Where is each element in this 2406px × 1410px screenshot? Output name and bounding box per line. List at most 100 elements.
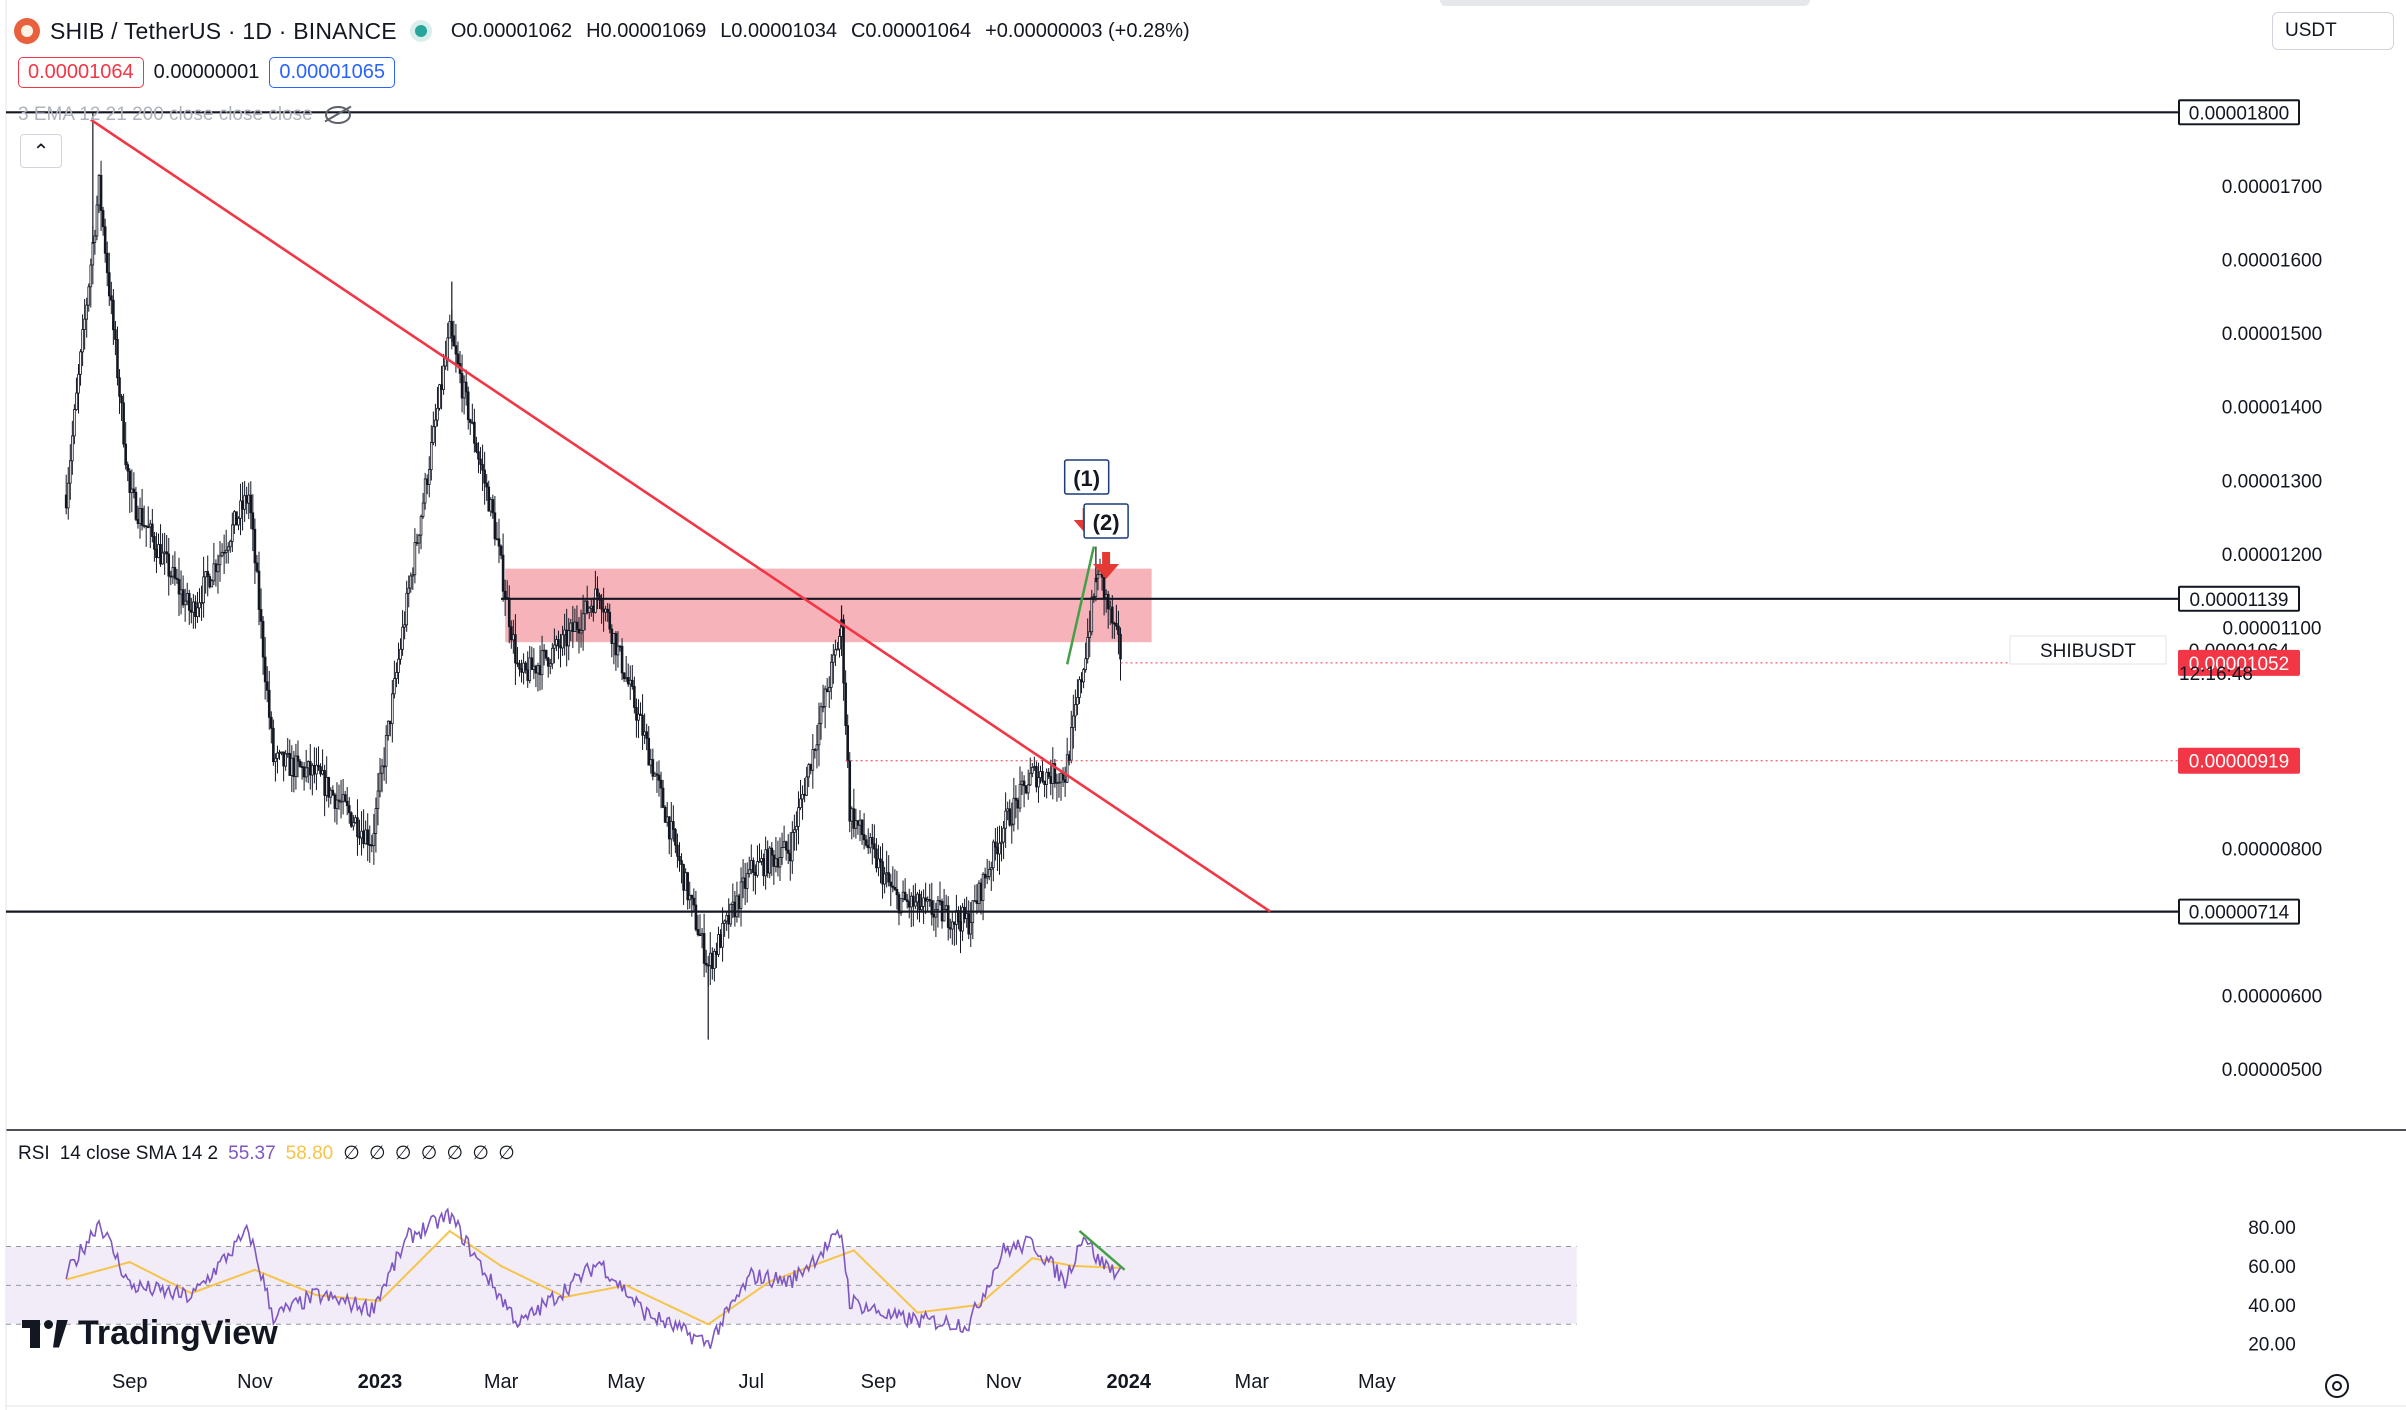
candle-body [212,563,216,582]
candle-body [948,927,952,930]
candle-body [87,286,91,306]
candle-body [1096,574,1100,579]
top-drag-tab[interactable] [1440,0,1810,6]
rsi-legend[interactable]: RSI 14 close SMA 14 2 55.37 58.80 ∅ ∅ ∅ … [18,1142,517,1165]
candle-body [680,860,683,865]
candle-body [475,442,478,453]
candle-body [77,373,80,394]
candle-body [1018,783,1022,809]
candle-body [704,962,708,966]
candle-body [553,644,556,649]
candle-body [756,861,759,876]
candle-body [122,402,125,445]
candle-body [413,542,417,576]
candle-body [140,508,144,526]
candle-body [138,508,142,524]
price-label-box [2178,747,2300,774]
annotation-box[interactable] [1063,459,1110,495]
candle-body [610,628,614,644]
candle-body [66,482,70,509]
candle-body [415,542,419,544]
candle-body [1102,576,1106,598]
candle-body [780,847,784,858]
buy-button[interactable]: 0.00001065 [269,57,396,88]
candle-body [120,395,123,404]
impulse-line[interactable] [1065,546,1096,665]
candle-body [204,571,207,578]
candle-body [563,629,566,636]
candle-body [282,751,285,767]
candle-body [315,764,318,775]
candle-body [200,602,203,605]
collapse-legend-button[interactable]: ⌃ [20,134,62,168]
candle-body [788,852,792,862]
candle-body [376,790,380,809]
candle-body [889,881,893,887]
candle-body [1010,823,1014,826]
open-value: O0.00001062 [450,19,573,42]
candle-body [899,898,903,914]
candle-body [1078,679,1081,698]
rsi-axis-tick: 80.00 [2248,1218,2296,1239]
time-axis-tick: May [607,1371,645,1393]
candle-body [782,841,786,848]
candle-body [507,598,511,628]
candle-body [770,847,774,856]
candle-body [532,665,536,670]
candle-body [206,571,210,577]
candle-body [546,657,550,667]
candle-body [276,752,279,759]
rsi-sma-value: 58.80 [285,1142,334,1164]
rsi-divergence-line[interactable] [1078,1230,1126,1271]
close-value: C0.00001064 [850,19,972,42]
candle-body [302,766,306,778]
descending-trendline[interactable] [90,118,1271,913]
candle-body [1063,779,1067,783]
candle-body [516,662,519,665]
candle-body [388,720,392,725]
annotation-box[interactable] [1083,503,1129,539]
price-axis-tick: 0.00000800 [2222,839,2322,860]
candle-body [842,619,845,684]
candle-body [358,836,361,839]
candle-body [321,770,324,775]
candle-body [667,816,671,840]
candle-body [126,464,130,472]
gear-icon[interactable] [2325,1374,2349,1398]
candle-body [1055,781,1059,784]
candle-body [456,353,460,364]
candle-body [1086,637,1089,660]
candle-body [852,808,856,829]
candle-body [688,894,692,901]
candle-body [1108,606,1112,610]
candle-body [834,649,837,656]
candle-body [430,442,433,471]
symbol-title[interactable]: SHIB / TetherUS · 1D · BINANCE [50,17,397,44]
arrow-down-icon [1093,564,1120,579]
candle-body [579,630,583,634]
candle-body [996,846,999,855]
candle-body [214,563,218,573]
candle-body [866,844,870,849]
hidden-eye-icon[interactable] [324,106,351,124]
candle-body [795,826,798,831]
candle-body [538,665,542,676]
candle-body [536,665,540,674]
candle-body [815,744,819,751]
currency-select[interactable]: USDT [2272,12,2394,50]
ema-legend[interactable]: 3 EMA 12 21 200 close close close [18,104,351,126]
candle-body [1092,596,1096,598]
candle-body [93,235,97,243]
chevron-up-icon: ⌃ [32,140,50,163]
symbol-tag-box [2009,635,2167,665]
sell-button[interactable]: 0.00001064 [18,57,144,88]
candle-body [854,820,858,829]
candle-body [612,633,616,644]
tradingview-logo[interactable]: TradingView [22,1314,278,1353]
candle-body [832,654,835,663]
candle-body [926,899,929,902]
candle-body [875,848,878,869]
candle-body [185,593,189,602]
